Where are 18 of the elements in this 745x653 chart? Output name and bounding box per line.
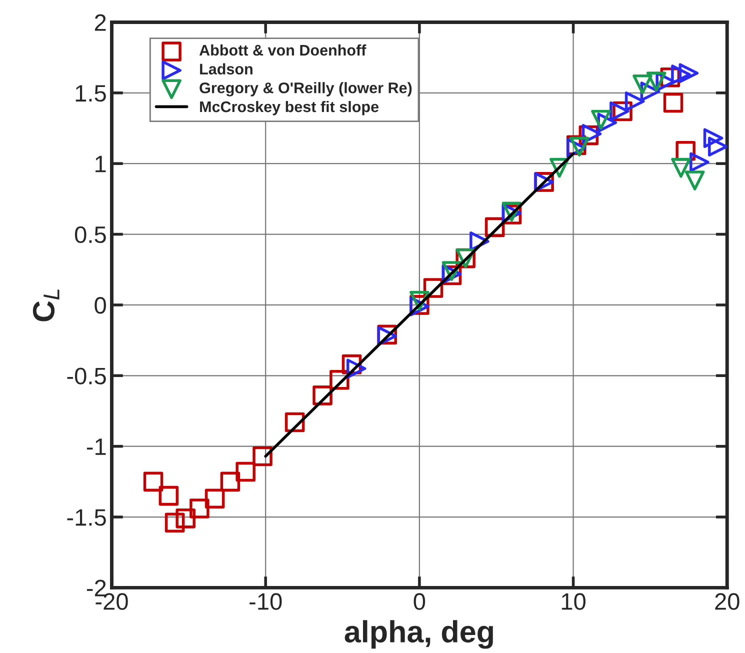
y-tick-label: 1: [96, 156, 106, 172]
legend-label: Gregory & O'Reilly (lower Re): [200, 82, 412, 96]
legend-label: McCroskey best fit slope: [200, 100, 379, 116]
y-tick-label: -1.5: [67, 509, 106, 526]
x-tick-label: 20: [715, 593, 740, 610]
y-tick-label: 0: [94, 297, 106, 314]
x-axis-title: alpha, deg: [344, 620, 493, 649]
y-tick-label: -1: [86, 438, 106, 455]
x-tick-label: -10: [250, 593, 282, 610]
x-tick-label: 0: [414, 593, 426, 610]
legend-label: Ladson: [200, 63, 252, 74]
x-tick-label: 10: [562, 593, 586, 610]
y-axis-title: C$_{L}$: [32, 290, 60, 322]
legend-label: Abbott & von Doenhoff: [199, 44, 366, 56]
y-tick-label: 0.5: [74, 226, 106, 244]
y-tick-label: 1.5: [76, 85, 106, 102]
y-tick-label: -0.5: [67, 368, 106, 384]
y-tick-label: 2: [94, 14, 106, 31]
